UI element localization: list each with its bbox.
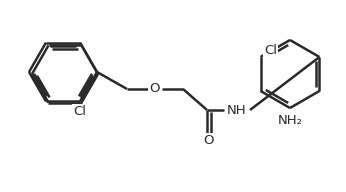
Text: O: O <box>204 135 214 147</box>
Text: NH₂: NH₂ <box>277 113 302 127</box>
Text: O: O <box>150 83 160 95</box>
Text: Cl: Cl <box>73 105 86 118</box>
Text: NH: NH <box>227 103 247 117</box>
Text: Cl: Cl <box>264 45 277 57</box>
